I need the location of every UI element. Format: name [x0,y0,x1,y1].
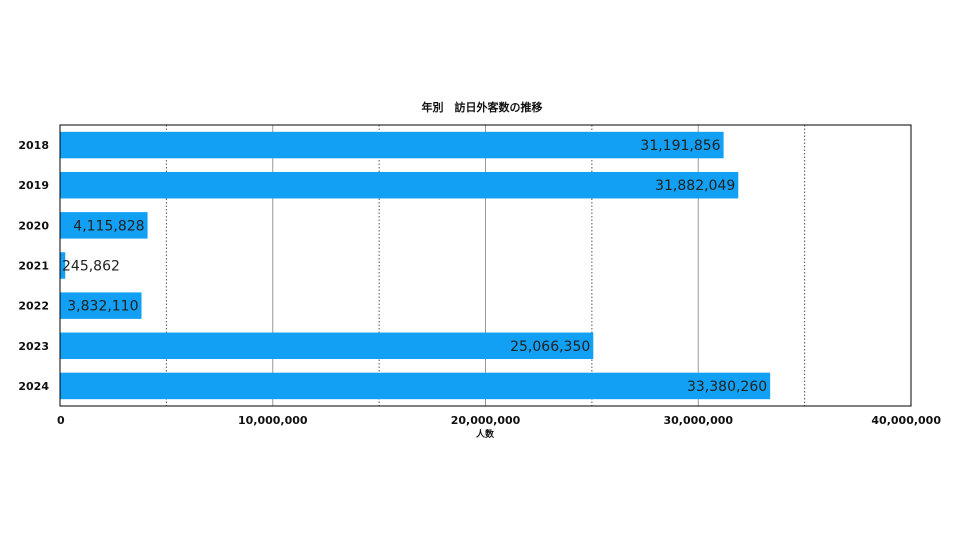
bar-2019 [60,171,739,199]
y-axis-ticks: 2018 2019 2020 2021 2022 2023 2024 [18,139,49,393]
x-axis-label: 人数 [475,428,495,440]
y-tick-label-2022: 2022 [18,300,49,313]
x-tick-label: 0 [57,414,65,427]
y-tick-label-2023: 2023 [18,340,49,353]
data-label-2021: 245,862 [62,259,120,275]
y-tick-label-2020: 2020 [18,219,49,232]
y-tick-label-2024: 2024 [18,380,49,393]
x-tick-label: 20,000,000 [451,414,521,427]
data-label-2019: 31,882,049 [655,178,735,194]
plot-frame [59,124,912,407]
x-tick-label: 10,000,000 [238,414,308,427]
data-label-2022: 3,832,110 [67,299,138,315]
y-tick-label-2019: 2019 [18,179,49,192]
x-axis-ticks: 0 10,000,000 20,000,000 30,000,000 40,000,00… [57,414,941,427]
bar-2018 [60,131,724,159]
bar-2020 [60,212,148,239]
bars-group: 31,191,856 31,882,049 4,115,828 245,862 3,83… [60,131,771,400]
y-tick-label-2021: 2021 [18,260,49,273]
x-tick-label: 40,000,000 [871,414,941,427]
data-label-2024: 33,380,260 [687,379,767,395]
data-label-2023: 25,066,350 [510,339,590,355]
data-label-2018: 31,191,856 [640,138,720,154]
chart-title: 年別 訪日外客数の推移 [422,100,543,114]
bar-2024 [60,372,771,400]
bar-2022 [60,292,142,319]
data-label-2020: 4,115,828 [73,218,144,234]
bar-2023 [60,332,594,360]
bar-2021 [60,252,66,279]
grid-lines [165,125,806,406]
x-tick-label: 30,000,000 [663,414,733,427]
y-tick-label-2018: 2018 [18,139,49,152]
